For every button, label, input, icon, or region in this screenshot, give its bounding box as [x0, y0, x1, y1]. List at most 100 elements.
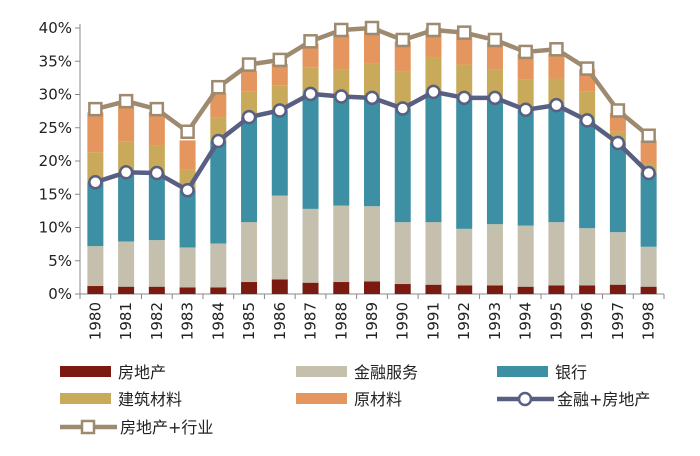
bar-segment	[210, 93, 227, 118]
bar-segment	[456, 285, 473, 294]
bar-segment	[456, 97, 473, 229]
bar-segment	[548, 78, 565, 106]
bar-segment	[333, 282, 350, 294]
bar-segment	[486, 41, 503, 70]
bar-segment	[394, 71, 411, 109]
bar-segment	[210, 141, 227, 244]
line-point	[241, 109, 257, 125]
line-point	[549, 97, 564, 113]
line-point	[487, 90, 503, 106]
bar-segment	[394, 108, 411, 223]
line-point	[118, 165, 134, 180]
bar-segment	[241, 117, 258, 223]
bar-segment	[548, 285, 565, 294]
bar-segment	[210, 243, 227, 288]
x-tick-label: 1986	[271, 302, 289, 340]
bar-segment	[87, 182, 104, 247]
legend-swatch	[296, 393, 347, 404]
line-point	[88, 175, 103, 190]
legend-label: 房地产+行业	[120, 418, 213, 437]
bar-segment	[118, 286, 135, 294]
x-tick-label: 1980	[86, 302, 104, 340]
y-tick-label: 20%	[39, 152, 72, 170]
bar-segment	[486, 285, 503, 294]
legend-label: 银行	[555, 363, 587, 382]
x-tick-label: 1995	[547, 302, 565, 340]
bar-segment	[302, 208, 319, 283]
y-axis: 0% 5% 10% 15% 20% 25% 30% 35% 40%	[39, 19, 81, 303]
x-tick-label: 1997	[609, 302, 627, 340]
bar-segment	[640, 286, 657, 294]
bar-segment	[486, 69, 503, 98]
line-point	[149, 101, 165, 117]
bar-segment	[548, 53, 565, 79]
line-point	[241, 57, 257, 72]
line-point	[518, 44, 533, 60]
bar-segment	[118, 141, 135, 173]
bar-segment	[302, 282, 319, 294]
bar-segment	[179, 287, 196, 294]
x-tick-label: 1988	[332, 302, 350, 340]
line-point	[364, 20, 380, 36]
bar-segment	[118, 241, 135, 287]
bar-segment	[425, 284, 442, 294]
line-point	[334, 89, 349, 104]
bar-segment	[425, 222, 442, 285]
bar-segment	[394, 41, 411, 72]
line-point	[518, 102, 533, 118]
bar-segment	[148, 286, 165, 294]
bar-segment	[364, 97, 380, 207]
y-tick-label: 15%	[39, 185, 72, 203]
legend-item: 房地产+行业	[60, 418, 213, 437]
line-point	[211, 79, 226, 95]
bar-segment	[179, 140, 196, 170]
bar-segment	[394, 284, 411, 294]
bar-segment	[456, 31, 473, 65]
bar-segment	[517, 79, 534, 110]
bar-segment	[364, 63, 380, 98]
bar-segment	[271, 279, 288, 294]
line-point	[610, 135, 626, 151]
bar-segment	[609, 232, 626, 285]
line-point	[364, 90, 380, 106]
y-tick-label: 40%	[39, 19, 72, 37]
line-point	[549, 42, 564, 57]
legend-item: 金融服务	[296, 363, 418, 382]
line-point	[426, 22, 441, 38]
bar-segment	[579, 285, 596, 294]
bar-segment	[394, 222, 411, 285]
bar-segment	[548, 222, 565, 286]
line-point	[334, 22, 349, 38]
line-point	[88, 101, 103, 117]
line-point	[180, 183, 195, 198]
bar-segment	[456, 228, 473, 286]
bar-segment	[87, 112, 104, 153]
bar-segment	[148, 240, 165, 287]
legend-item: 原材料	[296, 390, 402, 409]
line-point	[487, 32, 503, 48]
legend-label: 金融+房地产	[557, 390, 650, 409]
x-tick-label: 1981	[117, 302, 135, 340]
bar-segment	[241, 71, 258, 92]
legend-label: 金融服务	[354, 363, 418, 382]
line-point	[118, 93, 134, 109]
bar-segment	[640, 246, 657, 287]
x-tick-label: 1991	[424, 302, 442, 340]
line-point	[149, 165, 165, 181]
x-tick-label: 1992	[455, 302, 473, 340]
x-tick-label: 1985	[240, 302, 258, 340]
bar-segment	[425, 57, 442, 92]
bar-segment	[241, 222, 258, 283]
y-tick-label: 0%	[48, 285, 72, 303]
line-point	[272, 52, 288, 68]
series-lines	[88, 20, 656, 198]
bar-segment	[640, 140, 657, 163]
line-point	[426, 84, 441, 100]
bar-segment	[302, 93, 319, 209]
bar-segment	[87, 246, 104, 287]
bar-segment	[517, 286, 534, 294]
legend-swatch	[497, 366, 548, 377]
line-point	[303, 86, 318, 102]
line-point	[180, 124, 195, 139]
